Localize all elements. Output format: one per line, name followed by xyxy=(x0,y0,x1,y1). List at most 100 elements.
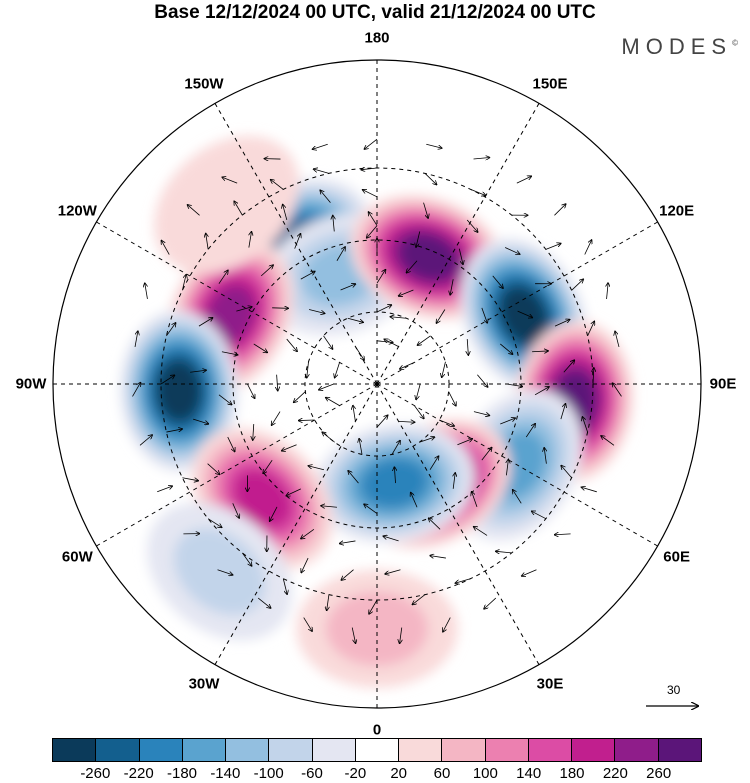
wind-arrow xyxy=(601,436,615,446)
wind-arrow xyxy=(308,309,325,314)
anomaly-center xyxy=(296,569,458,688)
graticule xyxy=(53,60,701,708)
wind-arrow xyxy=(613,383,622,397)
wind-arrow xyxy=(319,383,334,390)
colorbar-swatch xyxy=(614,739,658,761)
reference-vector-label: 30 xyxy=(667,683,681,697)
wind-arrow xyxy=(474,527,488,536)
brand-name: MODES xyxy=(621,34,733,59)
colorbar-swatch xyxy=(657,739,701,761)
wind-arrow xyxy=(190,370,206,372)
wind-arrow xyxy=(442,361,446,378)
wind-arrow xyxy=(207,518,221,528)
wind-arrow xyxy=(286,488,301,496)
colorbar-tick-label: -100 xyxy=(253,765,284,782)
wind-arrow xyxy=(166,429,182,433)
colorbar-tick-label: 20 xyxy=(390,765,407,782)
longitude-label: 180 xyxy=(364,29,390,47)
anomaly-center xyxy=(120,310,239,472)
wind-arrow xyxy=(615,331,620,348)
colorbar-swatch xyxy=(354,739,399,761)
wind-arrow xyxy=(232,503,239,518)
wind-arrow xyxy=(436,309,446,324)
wind-arrow xyxy=(263,459,273,473)
colorbar-swatch xyxy=(95,739,139,761)
wind-arrow xyxy=(221,351,238,355)
wind-arrow xyxy=(448,391,456,406)
colorbar-tick-label: 260 xyxy=(646,765,672,782)
wind-arrow xyxy=(341,569,354,580)
wind-arrow xyxy=(369,599,378,614)
longitude-label: 30E xyxy=(536,675,564,693)
wind-arrow xyxy=(423,202,429,218)
wind-arrow xyxy=(426,143,442,148)
wind-arrow xyxy=(340,541,356,544)
longitude-label: 90W xyxy=(15,375,47,393)
wind-arrow xyxy=(506,384,523,387)
longitude-label: 60E xyxy=(663,548,690,566)
wind-arrow xyxy=(260,265,273,277)
meridian-line xyxy=(376,221,658,385)
wind-arrow xyxy=(544,448,546,464)
wind-arrow xyxy=(308,466,325,471)
wind-arrow xyxy=(522,569,537,576)
wind-arrow xyxy=(207,463,220,475)
wind-arrow xyxy=(182,275,186,291)
meridian-line xyxy=(376,103,540,385)
wind-arrow xyxy=(472,492,478,508)
wind-arrow xyxy=(430,556,446,558)
wind-arrow xyxy=(227,436,235,451)
wind-arrow xyxy=(582,417,588,433)
colorbar-swatch xyxy=(441,739,485,761)
wind-arrow xyxy=(249,232,252,248)
wind-arrow xyxy=(301,528,315,538)
wind-arrow xyxy=(477,374,487,387)
wind-arrow xyxy=(473,158,490,160)
wind-arrow xyxy=(500,418,515,425)
wind-arrow xyxy=(323,335,332,349)
wind-arrow xyxy=(545,243,561,250)
wind-arrow xyxy=(313,143,328,149)
wind-arrow xyxy=(340,284,356,291)
wind-arrow xyxy=(455,578,471,583)
colorbar-swatch xyxy=(571,739,615,761)
colorbar-tick-label: -220 xyxy=(123,765,154,782)
wind-arrow xyxy=(348,471,359,484)
wind-arrow xyxy=(364,504,378,514)
wind-arrow xyxy=(277,374,278,391)
longitude-label: 150E xyxy=(532,75,568,93)
wind-arrow xyxy=(429,518,441,530)
wind-arrow xyxy=(470,189,486,195)
wind-arrow xyxy=(247,383,254,398)
wind-arrow xyxy=(166,323,175,337)
wind-arrow xyxy=(192,418,208,424)
colorbar-tick-label: -260 xyxy=(80,765,111,782)
wind-arrow xyxy=(492,275,503,288)
wind-arrow xyxy=(516,176,531,184)
wind-arrow xyxy=(416,231,421,247)
colorbar-swatch xyxy=(225,739,269,761)
wind-arrow xyxy=(473,411,490,416)
anomaly-center xyxy=(147,502,293,641)
wind-arrow xyxy=(419,437,434,443)
map-boundary xyxy=(52,59,702,709)
wind-arrow xyxy=(326,398,340,406)
wind-arrow xyxy=(554,204,565,216)
wind-arrow xyxy=(132,383,141,397)
wind-arrow xyxy=(272,411,281,426)
wind-arrow xyxy=(534,387,549,396)
wind-arrow xyxy=(412,594,426,605)
wind-arrow xyxy=(376,270,385,284)
wind-arrow xyxy=(467,339,468,355)
wind-arrow xyxy=(206,234,208,250)
wind-arrow xyxy=(484,597,497,609)
meridian-line xyxy=(96,221,378,385)
wind-arrow xyxy=(513,490,522,504)
wind-arrow xyxy=(361,168,378,170)
wind-arrow xyxy=(161,241,170,255)
wind-arrow xyxy=(554,320,570,327)
meridian-line xyxy=(376,383,658,547)
wind-arrow xyxy=(303,617,312,632)
wind-arrow xyxy=(187,205,200,216)
